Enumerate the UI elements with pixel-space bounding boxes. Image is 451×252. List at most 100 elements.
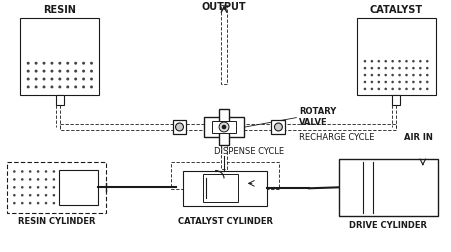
Circle shape (45, 194, 47, 197)
Circle shape (221, 125, 226, 130)
Bar (271, 120, 285, 134)
Circle shape (384, 81, 386, 84)
Circle shape (51, 62, 53, 66)
Circle shape (425, 81, 428, 84)
Circle shape (35, 86, 37, 89)
Bar (212, 121, 235, 133)
Circle shape (391, 75, 393, 77)
Circle shape (21, 186, 23, 189)
Circle shape (418, 88, 421, 91)
Bar (338, 159, 437, 216)
Circle shape (37, 171, 39, 173)
Circle shape (397, 81, 400, 84)
Circle shape (37, 194, 39, 197)
Circle shape (391, 68, 393, 70)
Circle shape (370, 88, 373, 91)
Circle shape (52, 178, 55, 181)
Circle shape (21, 171, 23, 173)
Text: ROTARY
VALVE: ROTARY VALVE (299, 107, 336, 126)
Circle shape (58, 70, 61, 73)
Circle shape (384, 61, 386, 63)
Circle shape (363, 61, 365, 63)
Circle shape (411, 68, 414, 70)
Text: CATALYST CYLINDER: CATALYST CYLINDER (177, 216, 272, 225)
Circle shape (404, 81, 407, 84)
Circle shape (90, 70, 93, 73)
Circle shape (37, 202, 39, 205)
Bar (391, 96, 399, 106)
Circle shape (391, 81, 393, 84)
Bar (203, 175, 237, 202)
Circle shape (42, 86, 46, 89)
Circle shape (274, 123, 282, 132)
Circle shape (35, 78, 37, 81)
Circle shape (397, 61, 400, 63)
Circle shape (384, 68, 386, 70)
Circle shape (82, 86, 85, 89)
Circle shape (74, 78, 77, 81)
Bar (56, 96, 64, 106)
Bar (221, 137, 226, 169)
Circle shape (51, 86, 53, 89)
Circle shape (370, 61, 373, 63)
Circle shape (411, 61, 414, 63)
Circle shape (29, 186, 32, 189)
Circle shape (21, 202, 23, 205)
Circle shape (52, 171, 55, 173)
Text: RESIN: RESIN (43, 5, 76, 15)
Circle shape (219, 122, 229, 132)
Circle shape (52, 202, 55, 205)
Bar (186, 124, 271, 131)
Text: CATALYST: CATALYST (369, 5, 422, 15)
Circle shape (51, 78, 53, 81)
Circle shape (175, 123, 183, 132)
Circle shape (418, 81, 421, 84)
Circle shape (58, 78, 61, 81)
Bar (356, 19, 435, 96)
Circle shape (45, 178, 47, 181)
Circle shape (411, 81, 414, 84)
Bar (204, 118, 243, 137)
Circle shape (418, 75, 421, 77)
Circle shape (377, 61, 379, 63)
Bar (60, 124, 178, 131)
Bar (170, 162, 279, 190)
Text: RECHARGE CYCLE: RECHARGE CYCLE (299, 132, 374, 141)
Text: AIR IN: AIR IN (403, 132, 432, 141)
Circle shape (27, 70, 30, 73)
Circle shape (13, 178, 16, 181)
Circle shape (82, 62, 85, 66)
Circle shape (45, 186, 47, 189)
Circle shape (74, 70, 77, 73)
Circle shape (13, 194, 16, 197)
Circle shape (425, 75, 428, 77)
Circle shape (42, 70, 46, 73)
Circle shape (90, 86, 93, 89)
Circle shape (370, 81, 373, 84)
Circle shape (377, 68, 379, 70)
Circle shape (66, 62, 69, 66)
Circle shape (82, 70, 85, 73)
Circle shape (377, 88, 379, 91)
Circle shape (45, 202, 47, 205)
Circle shape (58, 86, 61, 89)
Circle shape (13, 202, 16, 205)
Circle shape (21, 194, 23, 197)
Circle shape (29, 194, 32, 197)
Circle shape (418, 68, 421, 70)
Bar (59, 170, 98, 205)
Text: RESIN CYLINDER: RESIN CYLINDER (18, 216, 96, 225)
Circle shape (82, 78, 85, 81)
Circle shape (418, 61, 421, 63)
Text: DISPENSE CYCLE: DISPENSE CYCLE (214, 146, 284, 155)
Circle shape (35, 70, 37, 73)
Circle shape (52, 194, 55, 197)
Circle shape (384, 88, 386, 91)
Circle shape (29, 178, 32, 181)
Circle shape (13, 186, 16, 189)
Circle shape (411, 88, 414, 91)
Circle shape (425, 88, 428, 91)
Circle shape (391, 88, 393, 91)
Circle shape (363, 88, 365, 91)
Circle shape (27, 62, 30, 66)
